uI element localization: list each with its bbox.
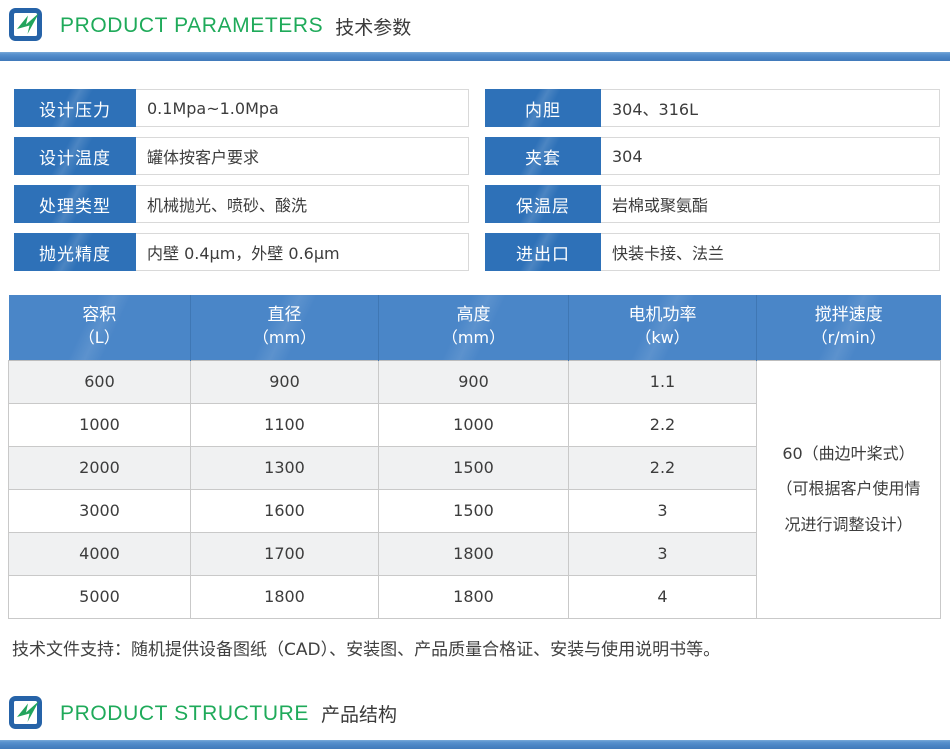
cell-volume: 3000 [8,488,191,533]
spec-table-right: 内胆 304、316L 夹套 304 保温层 岩棉或聚氨酯 进出口 快装卡接、法… [485,89,940,281]
table-row: 2000 1300 1500 2.2 [8,445,941,490]
stirring-speed-line2: （可根据客户使用情 [776,479,921,499]
spec-value: 304、316L [601,89,940,127]
section-header-product-structure: PRODUCT STRUCTURE 产品结构 [0,688,950,740]
spec-value: 岩棉或聚氨酯 [601,185,940,223]
column-header-unit: （L） [78,327,120,347]
cell-volume: 2000 [8,445,191,490]
spec-row: 内胆 304、316L [485,89,940,127]
column-header-unit: （kw） [635,327,690,347]
spec-tables: 设计压力 0.1Mpa~1.0Mpa 设计温度 罐体按客户要求 处理类型 机械抛… [0,61,950,281]
spec-row: 设计温度 罐体按客户要求 [14,137,469,175]
capacity-spec-table-wrap: 容积 （L） 直径 （mm） 高度 （mm） 电机功率 （kw） [0,281,950,619]
section-title-cn: 技术参数 [335,16,412,39]
table-row: 600 900 900 1.1 60（曲边叶桨式） （可根据客户使用情 况进行调… [8,359,941,619]
column-header-height: 高度 （mm） [378,295,569,361]
bolt-square-logo-icon [8,695,46,733]
column-header-name: 容积 [82,305,117,325]
cell-stirring-speed-merged: 60（曲边叶桨式） （可根据客户使用情 况进行调整设计） [756,359,941,619]
capacity-spec-table: 容积 （L） 直径 （mm） 高度 （mm） 电机功率 （kw） [8,295,941,619]
spec-label: 设计压力 [14,89,136,127]
spec-value: 0.1Mpa~1.0Mpa [136,89,469,127]
cell-height: 1000 [378,402,569,447]
section-product-structure: PRODUCT STRUCTURE 产品结构 [0,688,950,749]
spec-row: 进出口 快装卡接、法兰 [485,233,940,271]
cell-motor-power: 3 [568,531,757,576]
spec-label: 处理类型 [14,185,136,223]
column-header-unit: （mm） [441,327,506,347]
column-header-unit: （mm） [252,327,317,347]
table-row: 4000 1700 1800 3 [8,531,941,576]
spec-label: 夹套 [485,137,601,175]
cell-motor-power: 2.2 [568,445,757,490]
cell-motor-power: 2.2 [568,402,757,447]
column-header-diameter: 直径 （mm） [190,295,379,361]
cell-diameter: 1300 [190,445,379,490]
cell-height: 1500 [378,445,569,490]
table-row: 1000 1100 1000 2.2 [8,402,941,447]
spec-value: 304 [601,137,940,175]
cell-volume: 600 [8,359,191,404]
spec-row: 抛光精度 内壁 0.4μm，外壁 0.6μm [14,233,469,271]
column-header-volume: 容积 （L） [8,295,191,361]
cell-diameter: 1600 [190,488,379,533]
section-header-product-parameters: PRODUCT PARAMETERS 技术参数 [0,0,950,52]
technical-document-note: 技术文件支持：随机提供设备图纸（CAD）、安装图、产品质量合格证、安装与使用说明… [12,639,721,660]
column-header-name: 高度 [456,305,491,325]
cell-motor-power: 4 [568,574,757,619]
column-header-name: 电机功率 [628,305,697,325]
cell-height: 1800 [378,531,569,576]
section-title-cn: 产品结构 [320,704,397,727]
spec-row: 处理类型 机械抛光、喷砂、酸洗 [14,185,469,223]
cell-diameter: 900 [190,359,379,404]
spec-value: 快装卡接、法兰 [601,233,940,271]
cell-height: 1500 [378,488,569,533]
spec-label: 保温层 [485,185,601,223]
cell-volume: 1000 [8,402,191,447]
spec-value: 内壁 0.4μm，外壁 0.6μm [136,233,469,271]
column-header-stirring-speed: 搅拌速度 （r/min） [756,295,941,361]
cell-diameter: 1700 [190,531,379,576]
column-header-motor-power: 电机功率 （kw） [568,295,757,361]
spec-value: 机械抛光、喷砂、酸洗 [136,185,469,223]
stirring-speed-line3: 况进行调整设计） [784,514,913,534]
cell-diameter: 1100 [190,402,379,447]
spec-row: 夹套 304 [485,137,940,175]
bolt-square-logo-icon [8,7,46,45]
cell-motor-power: 1.1 [568,359,757,404]
table-header-row: 容积 （L） 直径 （mm） 高度 （mm） 电机功率 （kw） [8,295,941,361]
cell-height: 1800 [378,574,569,619]
spec-row: 设计压力 0.1Mpa~1.0Mpa [14,89,469,127]
cell-height: 900 [378,359,569,404]
section-title-en: PRODUCT STRUCTURE [60,701,309,725]
section-divider-bar [0,52,950,61]
spec-table-left: 设计压力 0.1Mpa~1.0Mpa 设计温度 罐体按客户要求 处理类型 机械抛… [14,89,469,281]
section-divider-bar [0,739,950,749]
section-title-en: PRODUCT PARAMETERS [60,14,324,37]
stirring-speed-line1: 60（曲边叶桨式） [782,444,915,464]
column-header-unit: （r/min） [811,327,886,347]
table-row: 3000 1600 1500 3 [8,488,941,533]
cell-volume: 4000 [8,531,191,576]
table-row: 5000 1800 1800 4 [8,574,941,619]
spec-label: 进出口 [485,233,601,271]
cell-diameter: 1800 [190,574,379,619]
spec-label: 内胆 [485,89,601,127]
column-header-name: 直径 [267,305,302,325]
spec-label: 抛光精度 [14,233,136,271]
cell-volume: 5000 [8,574,191,619]
column-header-name: 搅拌速度 [814,305,883,325]
spec-label: 设计温度 [14,137,136,175]
cell-motor-power: 3 [568,488,757,533]
spec-value: 罐体按客户要求 [136,137,469,175]
spec-row: 保温层 岩棉或聚氨酯 [485,185,940,223]
